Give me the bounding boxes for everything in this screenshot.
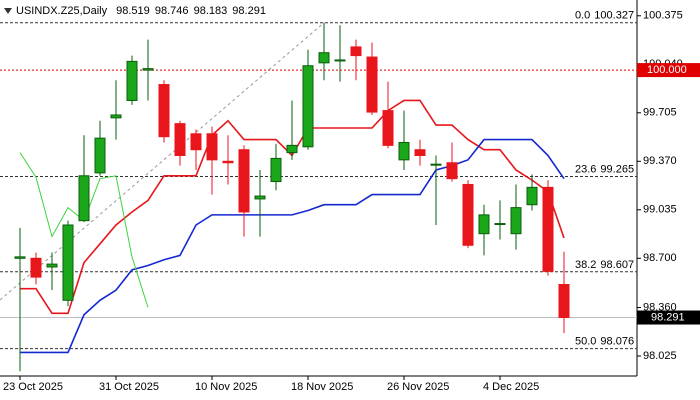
candle-body xyxy=(462,183,474,246)
fib-level-price: 99.265 xyxy=(600,163,634,175)
candle-body xyxy=(126,60,138,101)
header-close: 98.291 xyxy=(232,5,266,17)
y-tick-label: 99.705 xyxy=(643,107,677,119)
candle-body xyxy=(206,133,218,161)
candle-body xyxy=(542,186,554,272)
candle-body xyxy=(158,84,170,138)
fib-level-price: 98.076 xyxy=(600,336,634,348)
candle-body xyxy=(446,162,458,180)
trend-line xyxy=(0,22,325,301)
candle-body xyxy=(30,257,42,278)
plot-area: 0.0 100.327 23.6 99.265 38.2 98.607 50.0 98.076 xyxy=(0,10,637,372)
last-price-tag xyxy=(637,310,700,325)
candle-body xyxy=(302,65,314,148)
candle-body xyxy=(526,186,538,206)
y-tick-label: 99.370 xyxy=(643,155,677,167)
candle-body xyxy=(46,263,58,268)
candle-body xyxy=(366,56,378,113)
candle-body xyxy=(286,144,298,154)
y-tick-label: 98.700 xyxy=(643,252,677,264)
symbol: USINDX.Z25,Daily xyxy=(16,5,108,17)
candle-body xyxy=(238,149,250,213)
x-tick-label: 10 Nov 2025 xyxy=(195,381,257,393)
candle-body xyxy=(14,256,26,259)
candle-body xyxy=(78,175,90,222)
fib-level-name: 50.0 xyxy=(575,336,596,348)
candle-body xyxy=(174,123,186,157)
candle-body xyxy=(318,52,330,64)
fib-level-name: 23.6 xyxy=(575,163,596,175)
candle-body xyxy=(478,214,490,235)
y-tick-label: 98.025 xyxy=(643,350,677,362)
fib-level-name: 38.2 xyxy=(575,259,596,271)
candle-body xyxy=(110,114,122,119)
candle-body xyxy=(222,160,234,164)
candle-body xyxy=(270,157,282,183)
y-tick-label: 98.360 xyxy=(643,301,677,313)
fib-label: 50.0 98.076 xyxy=(575,336,634,348)
candle-body xyxy=(494,223,506,226)
candle-body xyxy=(430,163,442,166)
candle-body xyxy=(334,59,346,62)
x-tick-label: 18 Nov 2025 xyxy=(291,381,353,393)
fib-label: 38.2 98.607 xyxy=(575,259,634,271)
y-tick-label: 100.375 xyxy=(643,10,683,22)
candle-body xyxy=(94,137,106,174)
menu-arrow[interactable] xyxy=(4,8,12,14)
candle-body xyxy=(142,68,154,71)
fib-level-price: 98.607 xyxy=(600,259,634,271)
candle-body xyxy=(510,207,522,235)
candle-body xyxy=(414,149,426,157)
candle-body xyxy=(382,110,394,146)
y-tick-label: 99.035 xyxy=(643,204,677,216)
x-tick-label: 26 Nov 2025 xyxy=(387,381,449,393)
fib-label: 0.0 100.327 xyxy=(575,10,634,22)
candle-body xyxy=(398,141,410,161)
alert-tag-label: 100.000 xyxy=(647,64,687,76)
candle-body xyxy=(350,46,362,57)
fib-label: 23.6 99.265 xyxy=(575,163,634,175)
alert-tag xyxy=(637,63,700,78)
candle-body xyxy=(62,224,74,301)
candle-body xyxy=(558,284,570,319)
candle-body xyxy=(254,195,266,200)
indicator-line xyxy=(20,138,565,354)
fib-level-price: 100.327 xyxy=(594,10,634,22)
x-tick-label: 31 Oct 2025 xyxy=(99,381,159,393)
chart-header: USINDX.Z25,Daily 98.519 98.746 98.183 98… xyxy=(16,5,266,17)
x-tick-label: 4 Dec 2025 xyxy=(483,381,539,393)
last-price-label: 98.291 xyxy=(651,311,685,323)
header-open: 98.519 xyxy=(116,5,150,17)
header-high: 98.746 xyxy=(155,5,189,17)
x-tick-label: 23 Oct 2025 xyxy=(3,381,63,393)
fib-level-name: 0.0 xyxy=(575,10,590,22)
header-low: 98.183 xyxy=(194,5,228,17)
candle-body xyxy=(190,133,202,151)
